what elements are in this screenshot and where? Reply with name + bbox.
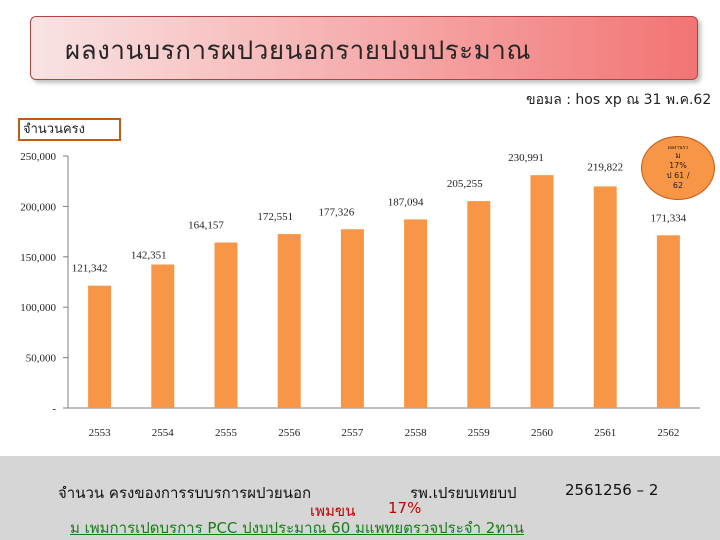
x-tick-label-2556: 2556 (278, 427, 301, 439)
growth-callout: ผลงานรว ม 17% ป 61 / 62 (641, 136, 715, 200)
y-tick-label: 100,000 (20, 302, 56, 314)
bar-2559 (467, 201, 491, 408)
bar-2554 (151, 264, 175, 408)
footer-line-2a: เพมขน (310, 502, 356, 520)
x-tick-label-2553: 2553 (89, 427, 112, 439)
bar-2555 (214, 242, 238, 408)
y-tick-label: 50,000 (26, 353, 57, 365)
title-banner: ผลงานบรการผปวยนอกรายปงบประมาณ (30, 16, 698, 80)
x-tick-label-2561: 2561 (594, 427, 616, 439)
y-axis-unit-label: จำนวนครง (18, 118, 121, 141)
bar-2561 (593, 186, 617, 408)
x-tick-label-2554: 2554 (152, 427, 175, 439)
x-tick-label-2558: 2558 (405, 427, 428, 439)
page-title: ผลงานบรการผปวยนอกรายปงบประมาณ (65, 36, 532, 66)
bar-2553 (88, 285, 112, 408)
footer-line-1a: จำนวน ครงของการรบบรการผปวยนอก (58, 484, 312, 502)
data-label-2557: 177,326 (319, 206, 355, 218)
data-label-2560: 230,991 (508, 152, 544, 164)
bar-chart: - 50,000 100,000 150,000 200,000 250,000 121,3… (20, 151, 700, 439)
x-tick-label-2557: 2557 (341, 427, 364, 439)
footer-line-1b: รพ.เปรยบเทยบป (410, 484, 517, 502)
data-label-2562: 171,334 (651, 212, 687, 224)
footer-line-2b: 17% (388, 499, 422, 517)
x-tick-label-2560: 2560 (531, 427, 554, 439)
y-tick-label: - (52, 403, 56, 415)
callout-line-1: ผลงานรว (667, 145, 689, 151)
x-tick-label-2555: 2555 (215, 427, 238, 439)
bar-2557 (340, 229, 364, 408)
footer-line-1c: 2561256 – 2 (565, 481, 659, 499)
y-tick-label: 200,000 (20, 201, 56, 213)
footer-line-3: ม เพมการเปดบรการ PCC ปงบประมาณ 60 มแพทยต… (70, 519, 524, 537)
data-label-2556: 172,551 (257, 211, 293, 223)
data-label-2554: 142,351 (131, 250, 167, 262)
data-label-2555: 164,157 (188, 220, 224, 232)
data-source-note: ขอมล : hos xp ณ 31 พ.ค.62 (526, 92, 712, 108)
footer-summary: จำนวน ครงของการรบบรการผปวยนอก รพ.เปรยบเท… (0, 456, 720, 540)
data-label-2561: 219,822 (587, 161, 623, 173)
data-label-2558: 187,094 (388, 196, 424, 208)
bar-2562 (656, 235, 680, 408)
bar-2556 (277, 234, 301, 408)
y-tick-label: 250,000 (20, 151, 56, 163)
data-label-2559: 205,255 (447, 178, 483, 190)
bar-2560 (530, 175, 554, 408)
y-tick-label: 150,000 (20, 252, 56, 264)
bar-2558 (404, 219, 428, 408)
data-label-2553: 121,342 (72, 263, 108, 275)
callout-line-2: ม 17% ป 61 / 62 (666, 151, 690, 190)
x-tick-label-2559: 2559 (468, 427, 491, 439)
x-tick-label-2562: 2562 (657, 427, 679, 439)
